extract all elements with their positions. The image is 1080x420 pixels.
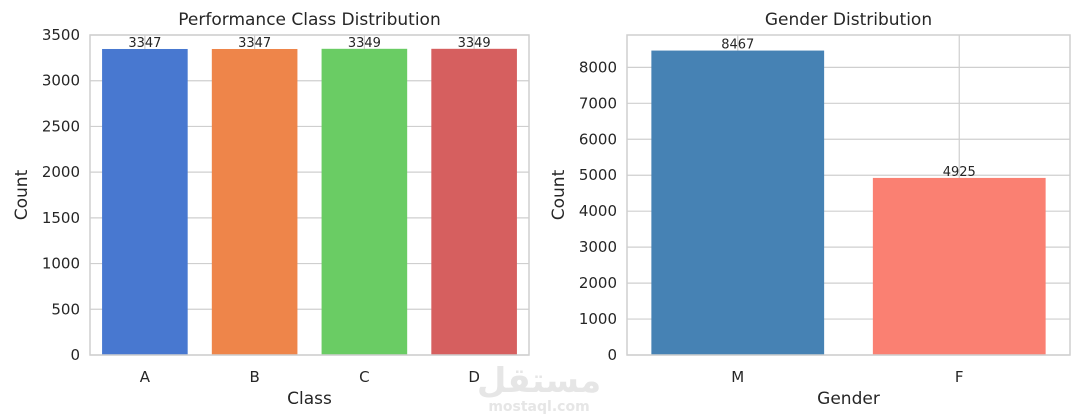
- y-axis-label: Count: [549, 169, 569, 220]
- bar-m: [651, 50, 825, 355]
- data-label-a: 3347: [128, 36, 161, 51]
- y-tick-label: 3000: [579, 238, 617, 256]
- y-tick-label: 1500: [42, 209, 80, 227]
- y-tick-label: 8000: [579, 58, 617, 76]
- bar-c: [321, 48, 408, 355]
- x-tick-label: C: [359, 368, 369, 386]
- y-tick-label: 4000: [579, 202, 617, 220]
- data-label-m: 8467: [721, 38, 754, 53]
- plot-frame: [626, 34, 1071, 356]
- gender-chart: 8467 4925 0 1000 2000 3000 4000 5000 6000 7000 800…: [549, 10, 1071, 409]
- x-tick-label: M: [731, 368, 744, 386]
- bar-a: [102, 48, 188, 355]
- y-tick-label: 0: [607, 346, 617, 364]
- x-tick-label: D: [468, 368, 480, 386]
- y-axis-label: Count: [12, 169, 32, 220]
- bar-d: [431, 48, 517, 355]
- y-tick-label: 2000: [42, 163, 80, 181]
- data-label-d: 3349: [458, 36, 491, 51]
- chart-title: Gender Distribution: [765, 10, 932, 30]
- y-tick-label: 0: [70, 346, 80, 364]
- bar-b: [211, 48, 298, 355]
- bar-f: [872, 177, 1046, 355]
- y-tick-label: 1000: [579, 310, 617, 328]
- data-label-f: 4925: [943, 165, 976, 180]
- data-label-b: 3347: [238, 36, 271, 51]
- watermark: مستقل mostaql.com: [477, 361, 601, 415]
- y-tick-label: 500: [51, 300, 80, 318]
- watermark-latin: mostaql.com: [488, 399, 589, 415]
- chart-title: Performance Class Distribution: [178, 10, 440, 30]
- y-tick-label: 1000: [42, 255, 80, 273]
- y-tick-label: 5000: [579, 166, 617, 184]
- plot-frame: [89, 34, 530, 356]
- y-tick-label: 7000: [579, 94, 617, 112]
- y-tick-label: 6000: [579, 130, 617, 148]
- x-axis-label: Gender: [817, 389, 880, 409]
- x-tick-label: F: [955, 368, 964, 386]
- watermark-arabic: مستقل: [477, 361, 601, 401]
- x-tick-label: B: [249, 368, 259, 386]
- data-label-c: 3349: [348, 36, 381, 51]
- performance-class-chart: 3347 3347 3349 3349 0 500 1000 1500 2000 2500 3000…: [12, 10, 530, 409]
- x-tick-label: A: [140, 368, 151, 386]
- x-axis-label: Class: [287, 389, 332, 409]
- y-tick-label: 3500: [42, 26, 80, 44]
- y-tick-label: 2500: [42, 117, 80, 135]
- y-tick-label: 3000: [42, 72, 80, 90]
- y-tick-label: 2000: [579, 274, 617, 292]
